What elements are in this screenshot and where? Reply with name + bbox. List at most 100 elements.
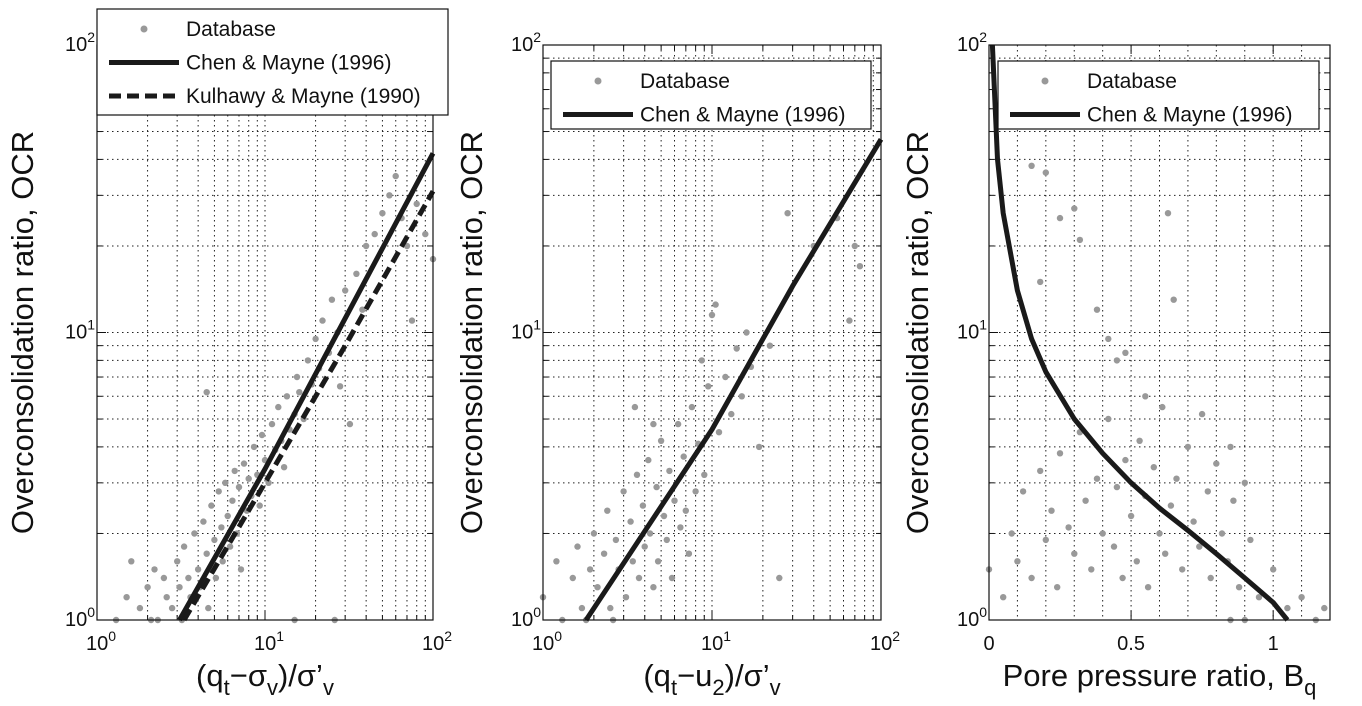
data-point: [1110, 543, 1118, 550]
data-point: [1122, 349, 1129, 356]
x-tick-label: 102: [870, 628, 900, 655]
legend-label: Chen & Mayne (1996): [640, 104, 845, 127]
x-tick-label: 100: [532, 628, 562, 655]
data-point: [755, 443, 763, 451]
legend-label: Chen & Mayne (1996): [1087, 104, 1292, 127]
data-point: [1179, 566, 1186, 573]
data-point: [280, 464, 288, 471]
data-point: [604, 507, 611, 514]
tick-exponent: 2: [444, 628, 452, 644]
x-axis-label: (qt−σv)/σ’v: [196, 658, 334, 700]
data-point: [346, 420, 354, 428]
data-point: [1213, 460, 1220, 467]
data-point: [408, 317, 416, 324]
legend-label: Database: [640, 70, 730, 93]
kulhawy-mayne-line: [181, 189, 436, 622]
data-point: [1042, 169, 1050, 176]
data-point: [1247, 536, 1254, 544]
data-point: [1088, 566, 1095, 573]
data-point: [1230, 497, 1237, 504]
data-point: [371, 230, 378, 238]
data-point: [645, 456, 652, 464]
data-point: [1284, 604, 1291, 612]
data-point: [586, 566, 594, 573]
grid: [97, 45, 433, 620]
legend-label: Chen & Mayne (1996): [186, 52, 391, 75]
data-point: [265, 479, 272, 486]
tick-exponent: 1: [723, 628, 731, 644]
tick-exponent: 0: [554, 628, 562, 644]
data-point: [250, 443, 258, 451]
x-tick-label: 102: [422, 628, 452, 655]
data-point: [1270, 566, 1277, 573]
tick-exponent: 2: [533, 29, 541, 45]
tick-exponent: 0: [533, 604, 541, 620]
data-point: [185, 574, 192, 582]
data-point: [622, 594, 630, 601]
data-point: [342, 287, 349, 294]
data-point: [245, 475, 252, 482]
data-point: [203, 389, 210, 396]
data-point: [1241, 479, 1249, 486]
data-point: [229, 497, 236, 504]
data-point: [688, 403, 696, 411]
data-point: [574, 543, 581, 550]
x-tick-label: 101: [701, 628, 731, 655]
data-point: [856, 263, 864, 270]
data-point: [633, 471, 641, 478]
data-point: [650, 584, 657, 591]
tick-exponent: 1: [533, 317, 541, 333]
data-point: [200, 518, 207, 525]
y-tick-label: 101: [511, 317, 541, 344]
data-point: [738, 393, 745, 400]
data-point: [275, 403, 282, 411]
legend: Database Chen & Mayne (1996) Kulhawy & May…: [96, 8, 449, 116]
data-point: [639, 502, 647, 509]
y-tick-label: 102: [957, 29, 987, 56]
data-point: [1105, 335, 1112, 343]
data-point: [205, 604, 212, 612]
data-point: [1119, 574, 1126, 582]
data-point: [211, 536, 218, 544]
data-point: [203, 550, 210, 557]
tick-exponent: 1: [87, 317, 95, 333]
data-point: [578, 604, 586, 612]
tick-exponent: 2: [979, 29, 987, 45]
data-point: [722, 373, 729, 381]
data-point: [1071, 550, 1078, 557]
data-point: [1321, 604, 1328, 612]
data-point: [1093, 475, 1101, 482]
x-tick-label: 100: [86, 628, 116, 655]
data-point: [240, 460, 248, 467]
y-axis-label: Overconsolidation ratio, OCR: [5, 131, 40, 534]
y-tick-label: 100: [511, 604, 541, 631]
data-point: [218, 524, 225, 531]
data-point: [653, 483, 660, 491]
data-point: [1190, 518, 1197, 525]
x-axis-label: (qt−u2)/σ’v: [643, 658, 780, 700]
data-point: [1227, 443, 1234, 451]
data-point: [293, 373, 301, 381]
data-point: [1076, 236, 1084, 244]
tick-exponent: 1: [276, 628, 284, 644]
plot-frame: [542, 44, 882, 621]
data-point: [698, 357, 705, 364]
scatter-series-database: [985, 162, 1328, 624]
data-point: [336, 383, 344, 390]
legend-label: Database: [1087, 70, 1177, 93]
data-point: [1167, 502, 1175, 509]
x-tick-label: 101: [254, 628, 284, 655]
x-tick-label: 1: [1268, 633, 1279, 655]
data-point: [144, 584, 151, 591]
data-point: [136, 604, 144, 612]
data-point: [1133, 558, 1141, 565]
data-point: [1164, 210, 1172, 217]
data-point: [163, 594, 170, 601]
data-point: [1065, 524, 1072, 531]
data-point: [733, 345, 740, 352]
data-point: [1056, 214, 1064, 222]
data-point: [590, 530, 598, 537]
data-point: [766, 342, 774, 349]
scatter-series-database: [539, 210, 864, 624]
data-point: [1204, 488, 1212, 495]
